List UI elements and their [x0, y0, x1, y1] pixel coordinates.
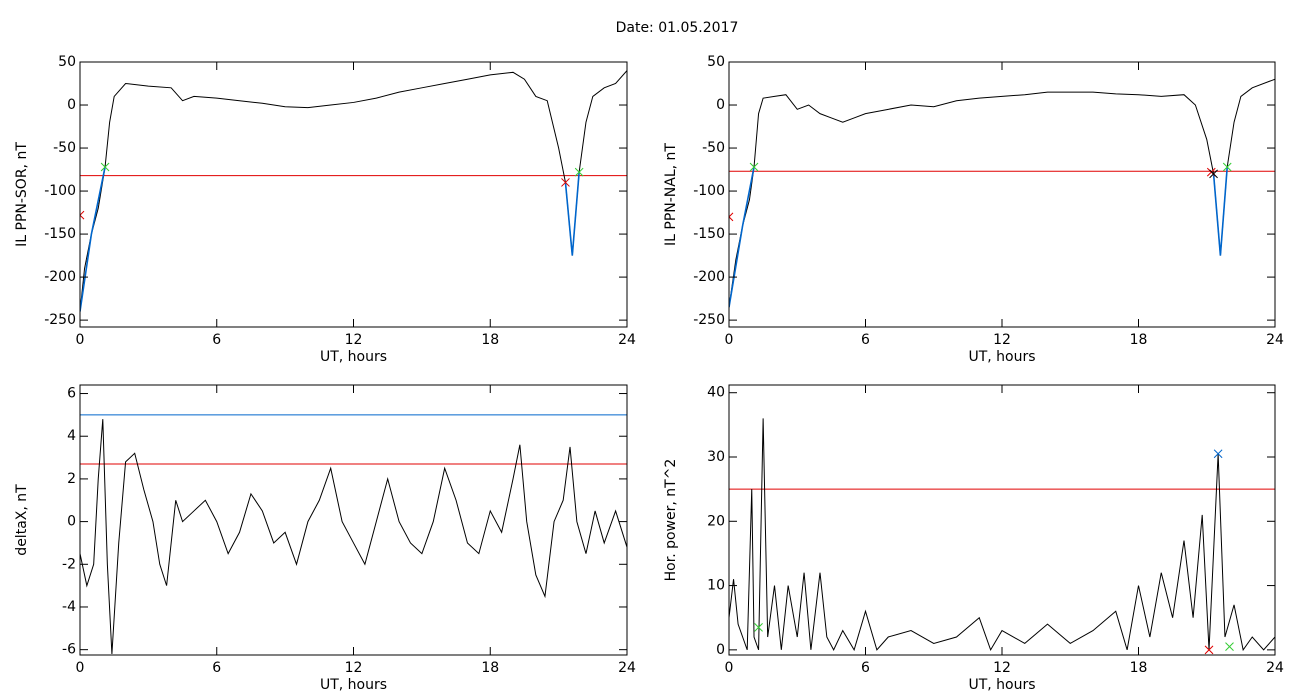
x-tick-label: 18: [1130, 660, 1148, 676]
marker: [1222, 162, 1232, 172]
y-tick-label: 0: [716, 97, 725, 113]
y-axis-label: deltaX, nT: [14, 484, 30, 556]
y-tick-label: -150: [44, 226, 76, 242]
y-tick-label: 0: [716, 642, 725, 658]
plot-area: [729, 418, 1275, 655]
data-line: [564, 172, 580, 256]
x-tick-label: 6: [212, 660, 221, 676]
marker: [729, 212, 734, 222]
marker: [749, 162, 759, 172]
marker: [561, 178, 570, 187]
y-tick-label: 30: [707, 449, 725, 465]
data-line: [729, 418, 1275, 652]
x-tick-label: 12: [345, 332, 363, 348]
x-tick-label: 18: [481, 332, 499, 348]
data-line: [729, 78, 1275, 308]
y-tick-label: 50: [707, 54, 725, 70]
y-tick-label: -200: [44, 269, 76, 285]
x-tick-label: 0: [76, 660, 85, 676]
x-axis-label: UT, hours: [320, 349, 387, 365]
y-tick-label: -6: [62, 642, 76, 658]
y-tick-label: -200: [693, 269, 725, 285]
marker: [1225, 642, 1234, 651]
y-tick-label: 6: [67, 386, 76, 402]
x-tick-label: 0: [76, 332, 85, 348]
y-tick-label: 20: [707, 513, 725, 529]
x-tick-label: 6: [212, 332, 221, 348]
y-tick-label: 50: [58, 54, 76, 70]
y-tick-label: -250: [44, 312, 76, 328]
y-axis-label: Hor. power, nT^2: [663, 459, 679, 582]
x-tick-label: 24: [618, 332, 636, 348]
y-tick-label: -150: [693, 226, 725, 242]
plot-area: [80, 414, 627, 654]
x-axis-label: UT, hours: [320, 677, 387, 693]
marker: [1213, 449, 1223, 459]
x-tick-label: 6: [861, 660, 870, 676]
y-tick-label: -2: [62, 556, 76, 572]
x-tick-label: 24: [618, 660, 636, 676]
x-tick-label: 12: [993, 332, 1011, 348]
x-tick-label: 0: [725, 332, 734, 348]
y-axis-label: IL PPN-SOR, nT: [14, 142, 30, 247]
y-tick-label: -250: [693, 312, 725, 328]
y-tick-label: 10: [707, 578, 725, 594]
data-line: [80, 419, 627, 654]
y-axis-label: IL PPN-NAL, nT: [663, 143, 679, 246]
figure-title: Date: 01.05.2017: [616, 20, 739, 36]
y-tick-label: 2: [67, 471, 76, 487]
data-line: [1212, 166, 1229, 256]
y-tick-label: 4: [67, 428, 76, 444]
y-tick-label: -50: [53, 140, 76, 156]
x-tick-label: 24: [1266, 660, 1284, 676]
y-tick-label: -100: [44, 183, 76, 199]
x-tick-label: 6: [861, 332, 870, 348]
marker: [754, 623, 763, 632]
y-tick-label: -50: [702, 140, 725, 156]
x-axis-label: UT, hours: [968, 677, 1035, 693]
y-tick-label: 40: [707, 385, 725, 401]
marker: [100, 162, 110, 172]
marker: [1209, 169, 1218, 179]
x-axis-label: UT, hours: [968, 349, 1035, 365]
marker: [1204, 645, 1214, 655]
x-tick-label: 18: [1130, 332, 1148, 348]
plot-area: [729, 78, 1275, 308]
marker: [80, 210, 85, 220]
plot-area: [80, 70, 627, 312]
y-tick-label: -4: [62, 599, 76, 615]
x-tick-label: 24: [1266, 332, 1284, 348]
x-tick-label: 12: [993, 660, 1011, 676]
y-tick-label: -100: [693, 183, 725, 199]
data-line: [80, 166, 106, 312]
x-tick-label: 12: [345, 660, 363, 676]
x-tick-label: 18: [481, 660, 499, 676]
marker: [574, 167, 584, 177]
data-line: [729, 166, 755, 308]
y-tick-label: 0: [67, 97, 76, 113]
x-tick-label: 0: [725, 660, 734, 676]
y-tick-label: 0: [67, 514, 76, 530]
